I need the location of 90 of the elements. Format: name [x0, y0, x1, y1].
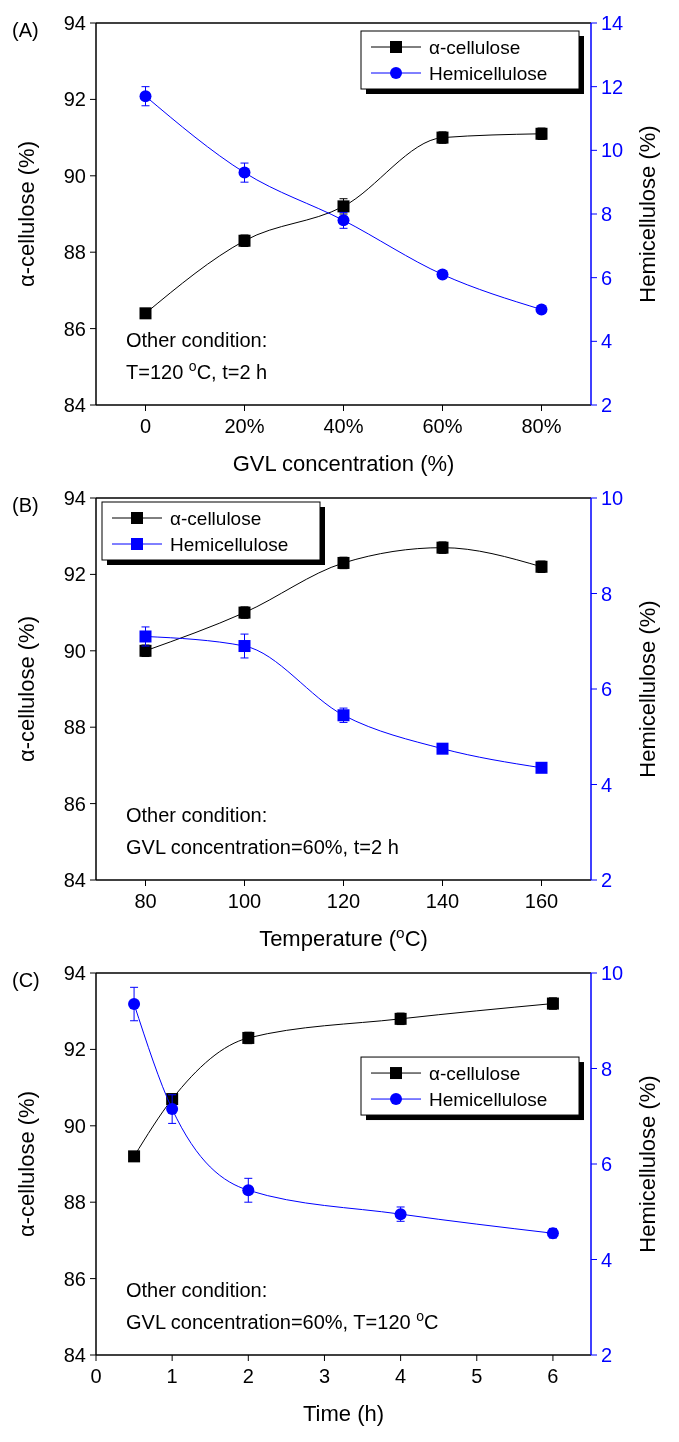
point [166, 1103, 179, 1116]
y-tick-label: 90 [63, 164, 86, 187]
legend-label: α-cellulose [170, 507, 262, 529]
x-axis-title: Time (h) [302, 1401, 385, 1426]
x-tick-label: 3 [318, 1365, 331, 1387]
x-tick-label: 0 [90, 1365, 102, 1387]
y2-tick-label: 4 [601, 1248, 613, 1271]
y2-tick-label: 10 [601, 487, 624, 509]
x-tick-label: 100 [227, 890, 262, 912]
y2-tick-label: 6 [601, 1153, 613, 1175]
y2-tick-label: 12 [601, 75, 624, 98]
x-tick-label: 160 [524, 890, 559, 912]
y-tick-label: 94 [63, 487, 86, 509]
x-axis-title: GVL concentration (%) [232, 451, 455, 476]
point [139, 307, 152, 320]
text: (C) [12, 969, 40, 991]
x-tick-label: 120 [326, 890, 361, 912]
point [128, 1150, 141, 1163]
x-tick-label: 20% [224, 415, 265, 437]
legend-label: Hemicellulose [170, 533, 289, 555]
y-tick-label: 90 [63, 639, 86, 662]
y-axis-title: α-cellulose (%) [14, 616, 39, 762]
y-tick-label: 92 [63, 563, 86, 586]
text: (B) [12, 494, 39, 516]
y2-tick-label: 2 [601, 394, 613, 416]
annotation: T=120 $^{o}$C, t=2 h [126, 358, 268, 383]
point [238, 166, 251, 179]
y2-tick-label: 8 [601, 1057, 613, 1080]
y-tick-label: 86 [63, 1267, 86, 1290]
annotation: Other condition: [126, 1279, 268, 1301]
x-tick-label: 2 [242, 1365, 254, 1387]
x-tick-label: 40% [323, 415, 364, 437]
x-tick-label: 5 [471, 1365, 483, 1387]
y-tick-label: 86 [63, 792, 86, 815]
x-tick-label: 60% [422, 415, 463, 437]
y-tick-label: 94 [63, 962, 86, 984]
y-tick-label: 94 [63, 12, 86, 34]
point [535, 761, 548, 774]
y2-tick-label: 4 [601, 330, 613, 353]
legend-label: α-cellulose [429, 36, 521, 58]
y-tick-label: 90 [63, 1114, 86, 1137]
y2-tick-label: 8 [601, 203, 613, 225]
y2-tick-label: 10 [601, 962, 624, 984]
y-tick-label: 88 [63, 1191, 86, 1214]
y-tick-label: 84 [63, 869, 86, 891]
y-tick-label: 92 [63, 1038, 86, 1061]
x-axis-title: Temperature ($^{o}$C) [259, 923, 428, 951]
y-tick-label: 92 [63, 88, 86, 111]
x-tick-label: 80% [521, 415, 562, 437]
text: (A) [12, 19, 39, 41]
y2-tick-label: 14 [601, 12, 624, 34]
annotation: Other condition: [126, 804, 268, 826]
y2-axis-title: Hemicellulose (%) [635, 600, 660, 778]
y-axis-title: α-cellulose (%) [14, 1091, 39, 1237]
point [436, 268, 449, 281]
y2-tick-label: 2 [601, 869, 613, 891]
y2-tick-label: 2 [601, 1344, 613, 1366]
y-tick-label: 88 [63, 716, 86, 739]
y-axis-title: α-cellulose (%) [14, 141, 39, 287]
y2-tick-label: 8 [601, 582, 613, 605]
point [535, 303, 548, 316]
y2-tick-label: 6 [601, 266, 613, 289]
legend-label: Hemicellulose [429, 1088, 548, 1110]
x-tick-label: 1 [166, 1365, 178, 1387]
x-tick-label: 4 [395, 1365, 407, 1387]
annotation: GVL concentration=60%, T=120 $^{o}$C [126, 1308, 439, 1333]
y-tick-label: 88 [63, 241, 86, 264]
point [337, 214, 350, 227]
point [238, 640, 251, 653]
point [139, 630, 152, 643]
y2-axis-title: Hemicellulose (%) [635, 125, 660, 303]
point [242, 1184, 255, 1197]
y-tick-label: 84 [63, 394, 86, 416]
x-tick-label: 6 [547, 1365, 559, 1387]
legend-label: α-cellulose [429, 1062, 521, 1084]
y-tick-label: 86 [63, 317, 86, 340]
x-tick-label: 0 [139, 415, 152, 437]
annotation: GVL concentration=60%, t=2 h [126, 836, 399, 858]
y2-tick-label: 4 [601, 773, 613, 796]
point [436, 742, 449, 755]
point [128, 998, 141, 1011]
x-tick-label: 80 [134, 890, 157, 912]
y-tick-label: 84 [63, 1344, 86, 1366]
y2-tick-label: 6 [601, 678, 613, 700]
legend-label: Hemicellulose [429, 62, 548, 84]
point [139, 90, 152, 103]
y2-tick-label: 10 [601, 139, 624, 162]
y2-axis-title: Hemicellulose (%) [635, 1075, 660, 1253]
x-tick-label: 140 [425, 890, 460, 912]
annotation: Other condition: [126, 329, 268, 351]
